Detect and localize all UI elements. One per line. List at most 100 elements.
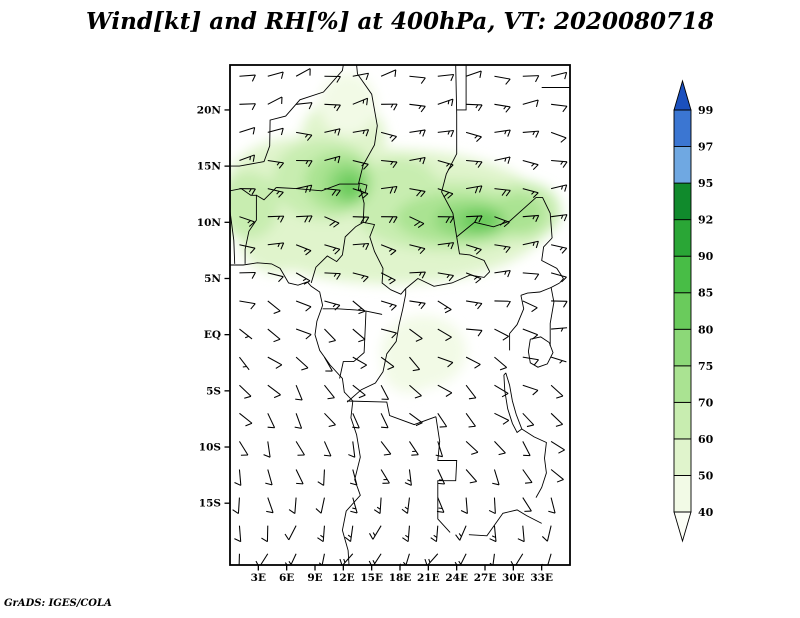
wind-barb [487,553,495,565]
border-sudan-ssudan [456,197,553,239]
wind-barb [409,129,426,137]
wind-barb [522,272,540,281]
wind-barb [494,412,510,425]
rh-blob [338,173,362,199]
wind-barb [409,244,426,255]
wind-barb [465,441,479,455]
wind-barb [409,75,426,84]
wind-barb [239,74,256,82]
border-zambia-malawi [521,428,547,498]
border-drc-zambia [435,416,458,533]
wind-barb [437,98,454,107]
wind-barb [437,413,448,428]
wind-barb [381,216,398,224]
x-tick-label: 3E [251,572,266,584]
wind-barb [352,72,369,81]
wind-barb [409,156,426,165]
wind-barb [265,469,273,486]
wind-barb [352,242,370,251]
wind-barb [381,103,398,111]
wind-barb [352,384,366,399]
wind-barb [239,154,255,162]
wind-barb [324,272,341,280]
wind-barb [324,244,341,255]
wind-barb [494,244,511,254]
wind-barb-layer [232,68,568,565]
colorbar-label: 50 [698,469,714,482]
border-gabon-cameroon [322,308,383,315]
border-congo-drc-river [346,288,407,403]
wind-barb [315,497,325,514]
wind-barb [460,497,468,515]
wind-barb [550,356,567,364]
border-car-drc-ubangi [390,271,491,295]
wind-barb [522,159,539,170]
x-tick-label: 6E [279,572,294,584]
wind-barb [541,525,552,542]
colorbar: 40 50 60 70 75 80 85 90 92 95 97 99 [673,79,714,543]
wind-barb [465,244,482,255]
x-tick-label: 33E [530,572,553,584]
wind-barb [239,271,256,279]
border-libya-sudan-egypt [456,65,467,111]
wind-barb [409,188,426,198]
wind-barb [517,525,525,543]
wind-barb [295,300,312,312]
wind-barb [380,328,397,339]
wind-barb [494,103,511,113]
wind-barb [437,188,454,199]
wind-barb [494,75,511,85]
wind-barb [296,215,313,223]
wind-barb [295,244,312,256]
wind-barb [437,272,454,282]
colorbar-label: 75 [698,360,713,373]
wind-barb [466,185,483,194]
wind-barb [492,469,500,486]
wind-barb [522,412,535,428]
wind-barb [522,441,531,457]
x-tick-label: 21E [417,572,440,584]
wind-barb [267,71,284,79]
wind-barb [373,497,382,514]
wind-barb [324,103,341,112]
wind-barb [522,240,539,249]
x-tick-label: 15E [360,572,383,584]
wind-barb [437,356,454,368]
colorbar-label: 60 [698,433,714,446]
wind-barb [494,188,511,197]
wind-barb [380,272,396,285]
wind-barb [324,155,341,164]
wind-barb [522,469,533,484]
wind-barb [522,328,539,340]
wind-barb [494,216,510,228]
wind-barb [550,440,565,454]
wind-barb [454,553,467,565]
wind-barb [551,159,568,168]
border-uganda-kenya [549,282,560,346]
wind-barb [294,413,303,429]
x-tick-label: 24E [445,572,468,584]
border-ssudan-ethiopia [541,237,564,284]
wind-barb [239,126,256,135]
colorbar-segment [673,109,692,147]
wind-barb [238,441,249,456]
wind-barb [551,214,568,222]
wind-barb [261,525,269,543]
wind-barb [239,244,256,254]
colorbar-label: 80 [698,323,714,336]
grads-credit: GrADS: IGES/COLA [4,598,112,609]
wind-barb [295,184,313,193]
colorbar-segment [673,146,692,184]
y-tick-label: 10N [197,217,222,229]
wind-barb [465,413,476,428]
wind-barb [295,328,312,340]
wind-barb [348,441,356,458]
wind-barb [494,328,509,341]
wind-barb [465,70,482,79]
wind-barb [550,184,568,192]
wind-barb [369,525,382,540]
wind-barb [295,441,305,456]
wind-barb [550,244,568,254]
colorbar-over-arrow [673,79,692,111]
wind-barb [494,270,511,278]
